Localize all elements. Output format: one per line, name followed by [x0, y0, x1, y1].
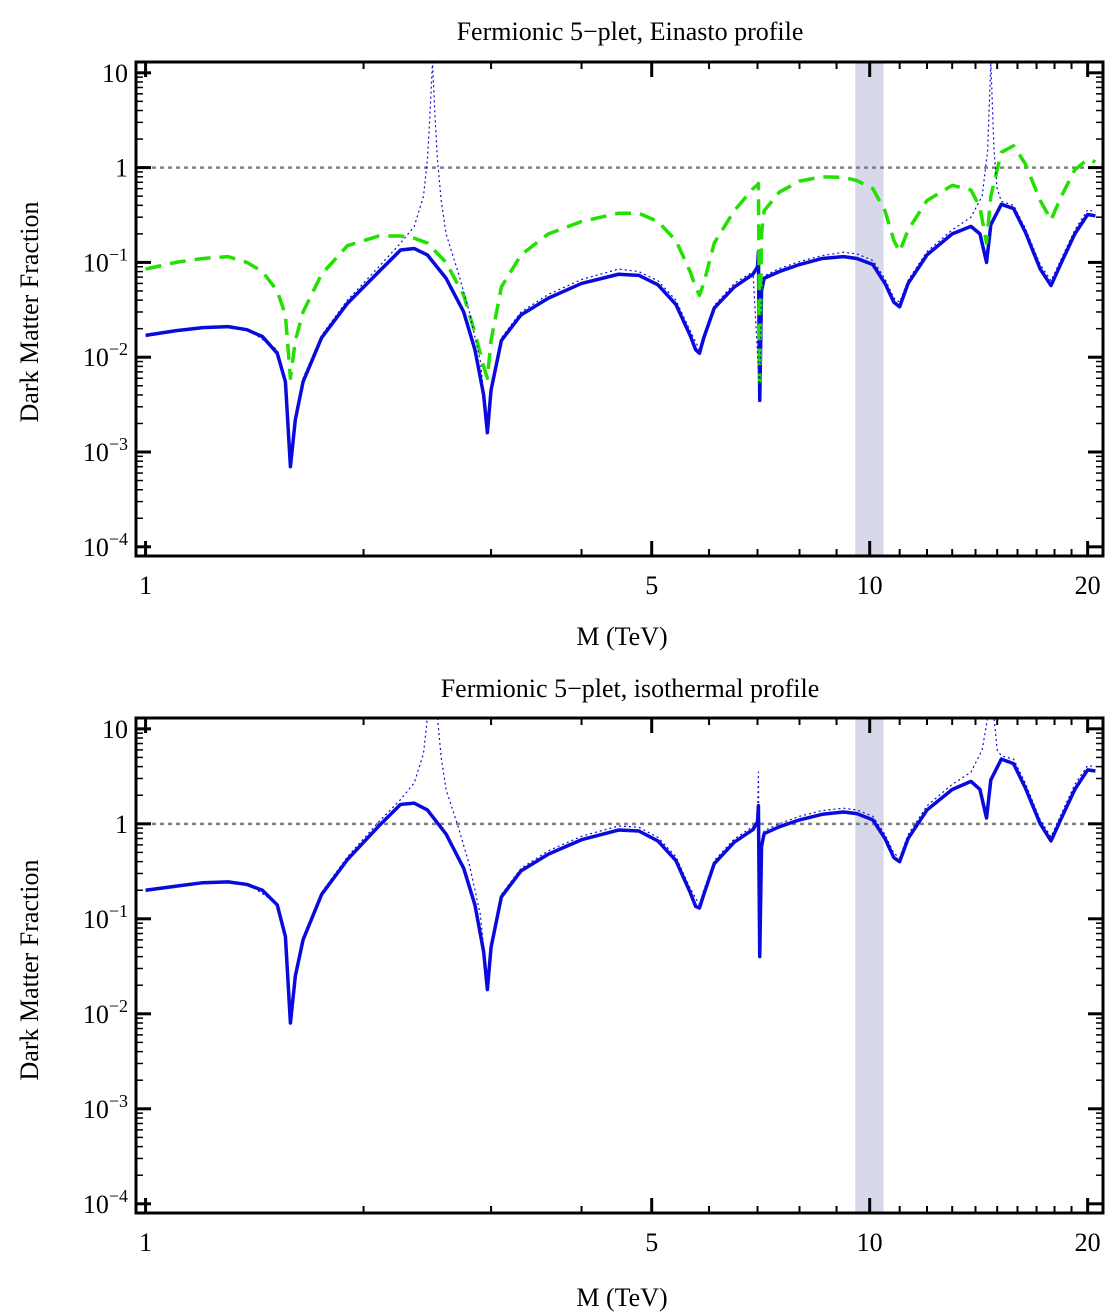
series-line-1 [145, 144, 1096, 384]
y-tick-label: 10−1 [83, 244, 128, 277]
chart-title: Fermionic 5−plet, isothermal profile [441, 674, 820, 703]
x-tick-label: 1 [139, 1228, 152, 1257]
y-tick-label: 1 [115, 154, 128, 183]
highlight-band [855, 62, 884, 556]
series-line-0 [145, 757, 1096, 1025]
y-tick-label: 10−3 [83, 434, 128, 467]
x-tick-label: 1 [139, 571, 152, 600]
x-tick-label: 5 [645, 1228, 658, 1257]
y-tick-label: 10−4 [83, 529, 128, 562]
chart-title: Fermionic 5−plet, Einasto profile [457, 17, 804, 46]
x-axis-label: M (TeV) [576, 622, 667, 651]
y-tick-label: 10 [102, 59, 128, 88]
y-axis-label: Dark Matter Fraction [15, 860, 44, 1081]
y-tick-label: 10−1 [83, 901, 128, 934]
x-tick-label: 5 [645, 571, 658, 600]
y-tick-label: 10−2 [83, 339, 128, 372]
series-line-0 [145, 202, 1096, 469]
y-tick-label: 10−3 [83, 1091, 128, 1124]
plot-frame [134, 60, 1105, 558]
y-tick-label: 10 [102, 715, 128, 744]
x-tick-label: 10 [857, 571, 883, 600]
y-tick-label: 10−4 [83, 1186, 128, 1219]
panel-isothermal: Fermionic 5−plet, isothermal profile Dar… [15, 674, 1105, 1312]
highlight-band [855, 718, 884, 1213]
plot-frame [134, 716, 1105, 1215]
y-tick-label: 1 [115, 810, 128, 839]
x-axis-label: M (TeV) [576, 1283, 667, 1312]
x-tick-label: 20 [1075, 571, 1101, 600]
series-line-2 [145, 62, 1096, 462]
y-tick-label: 10−2 [83, 996, 128, 1029]
panel-einasto: Fermionic 5−plet, Einasto profile Dark M… [15, 17, 1105, 651]
x-tick-label: 20 [1075, 1228, 1101, 1257]
y-axis-label: Dark Matter Fraction [15, 202, 44, 423]
x-tick-label: 10 [857, 1228, 883, 1257]
